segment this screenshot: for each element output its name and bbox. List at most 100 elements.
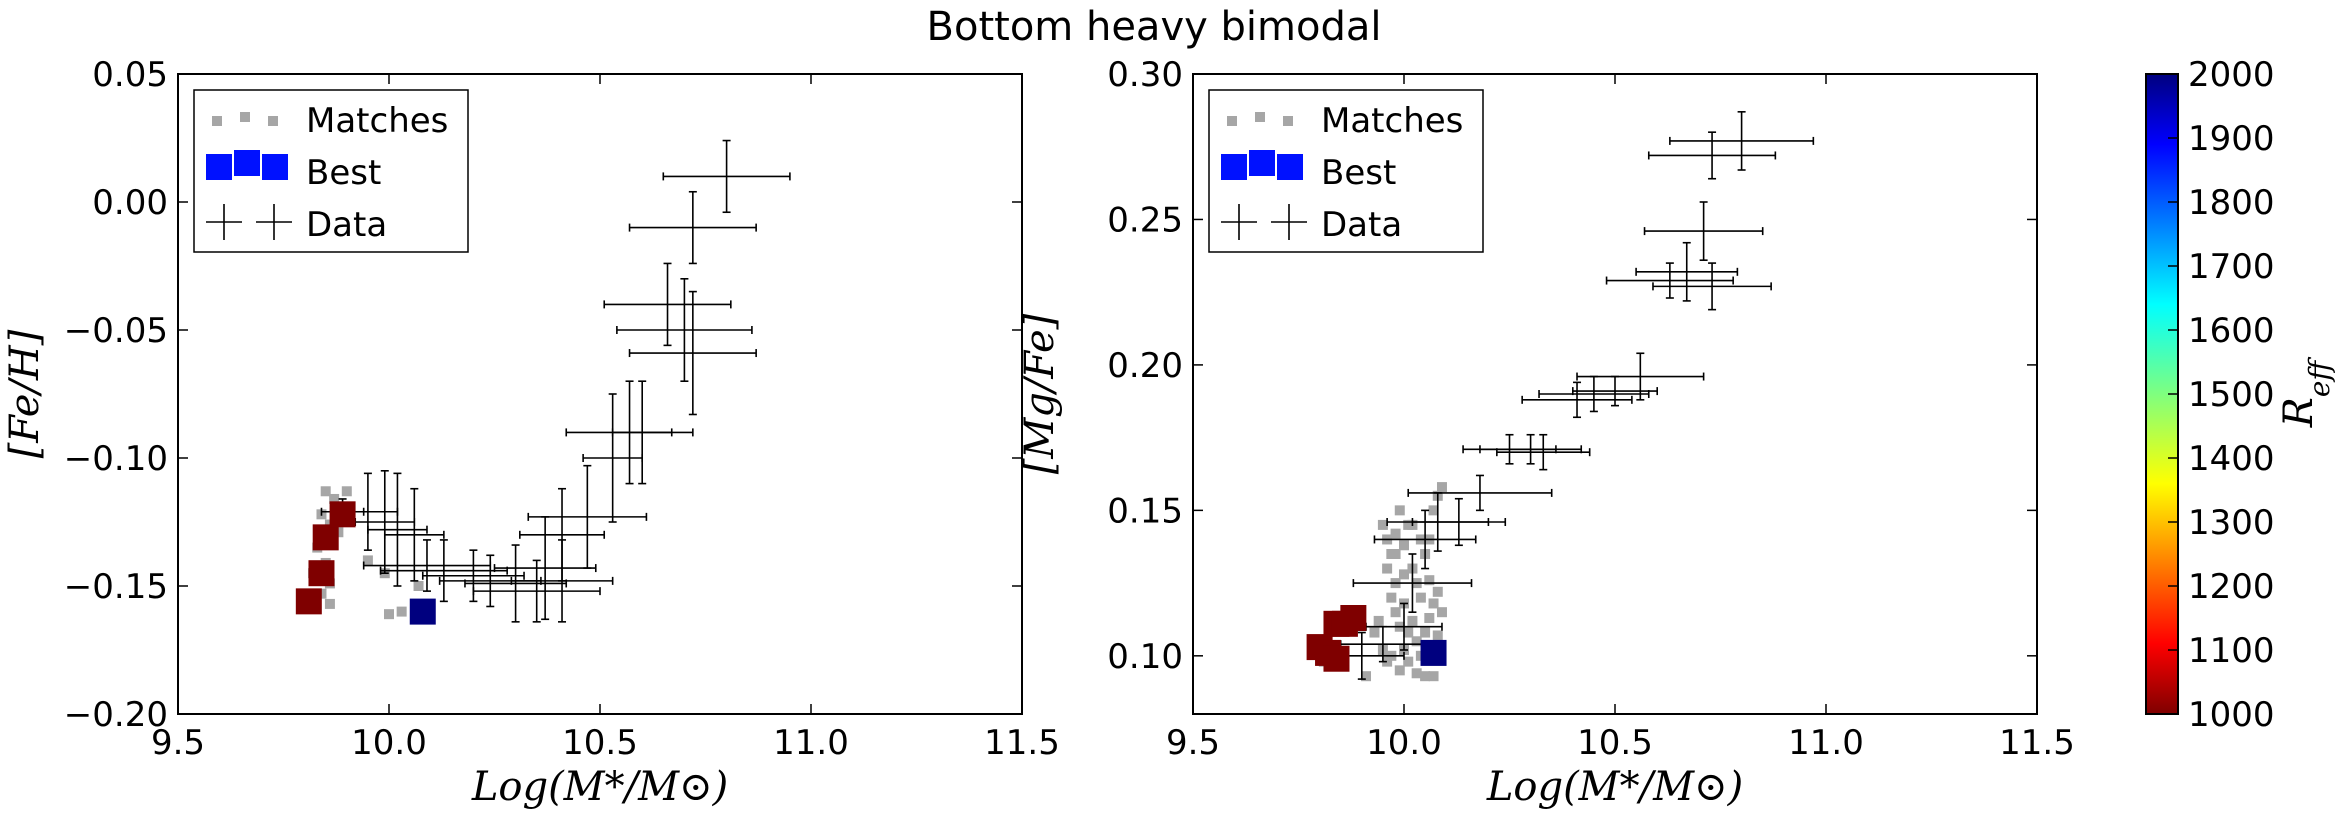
best-point [1323, 645, 1350, 672]
legend-label: Data [306, 205, 387, 245]
match-point [1432, 630, 1443, 641]
y-tick-label: 0.20 [1107, 346, 1183, 386]
right-panel-mg-fe: 9.5 10.0 10.5 11.0 11.5 0.10 0.15 0.20 0.25 0.30 L… [1017, 55, 2075, 810]
data-errorbar [1407, 474, 1553, 512]
match-point [1411, 636, 1422, 647]
match-point [1428, 505, 1439, 516]
colorbar-tick-label: 1800 [2188, 183, 2275, 223]
y-tick-label: 0.30 [1107, 55, 1183, 95]
match-point [1403, 656, 1414, 667]
data-errorbar [1538, 375, 1650, 413]
data-errorbar [1635, 241, 1739, 302]
legend: Matches Best Data [193, 89, 469, 253]
match-point [1424, 613, 1435, 623]
legend-best-swatch [206, 154, 232, 180]
data-errorbar [611, 380, 673, 485]
match-point [320, 486, 331, 497]
colorbar-tick-label: 1000 [2188, 695, 2275, 735]
match-point [1382, 563, 1393, 574]
legend-best-swatch [1249, 150, 1275, 176]
legend-best-swatch [234, 150, 260, 176]
best-point [1340, 605, 1367, 631]
y-tick-label: 0.00 [92, 183, 168, 223]
data-errorbar [519, 487, 606, 582]
legend-matches-swatch [1255, 112, 1265, 122]
colorbar-tick-label: 1600 [2188, 311, 2275, 351]
data-errorbar [662, 139, 791, 214]
colorbar-tick-label: 1100 [2188, 631, 2275, 671]
data-errorbar [1605, 262, 1734, 299]
match-point [1394, 665, 1405, 676]
y-tick-label: −0.10 [64, 439, 168, 479]
data-errorbar [1479, 433, 1583, 465]
colorbar-tick-label: 2000 [2188, 55, 2275, 95]
x-tick-label: 9.5 [1166, 723, 1220, 763]
match-point [1386, 592, 1397, 603]
y-axis-label: [Mg/Fe] [1017, 313, 1063, 474]
legend-matches-swatch [1283, 116, 1293, 126]
match-point [1407, 615, 1418, 626]
colorbar-label-subscript: eff [2303, 357, 2336, 398]
match-point [413, 581, 424, 591]
match-point [1428, 598, 1439, 609]
y-tick-label: −0.20 [64, 695, 168, 735]
data-errorbar [1652, 262, 1772, 311]
colorbar-tick-label: 1500 [2188, 375, 2275, 415]
data-errorbar [628, 190, 757, 265]
data-errorbar [379, 539, 508, 603]
legend-matches-swatch [240, 112, 250, 122]
legend-matches-swatch [268, 116, 278, 126]
x-tick-label: 9.5 [151, 723, 205, 763]
colorbar-tick-label: 1700 [2188, 247, 2275, 287]
x-tick-label: 11.5 [984, 723, 1060, 763]
match-point [1420, 671, 1431, 682]
figure-title: Bottom heavy bimodal [927, 4, 1382, 50]
colorbar-reff: 1000 1100 1200 1300 1400 1500 1600 1700 1800 1900… [2145, 55, 2336, 735]
match-point [1390, 607, 1401, 618]
x-tick-label: 11.0 [773, 723, 849, 763]
x-axis-label: Log(M*/M⊙) [1486, 764, 1743, 810]
data-errorbar [464, 544, 568, 623]
match-point [1436, 607, 1447, 618]
match-point [1403, 627, 1414, 638]
legend-label: Data [1321, 205, 1402, 245]
y-tick-label: 0.05 [92, 55, 168, 95]
data-errorbar [493, 516, 597, 621]
match-point [384, 609, 394, 620]
y-tick-label: 0.15 [1107, 491, 1183, 531]
match-point [341, 486, 352, 497]
match-point [1411, 668, 1422, 679]
colorbar-ticks: 1000 1100 1200 1300 1400 1500 1600 1700 1800 1900… [2168, 55, 2275, 735]
match-point [1399, 569, 1409, 580]
match-point [362, 555, 373, 566]
legend-label: Matches [1321, 101, 1463, 141]
data-errorbar [628, 290, 757, 416]
data-errorbar [1521, 381, 1633, 419]
data-errorbar [1496, 433, 1591, 471]
legend-best-swatch [1221, 154, 1247, 180]
data-errorbar [1572, 375, 1658, 407]
match-point [1361, 671, 1372, 682]
match-point [1394, 505, 1405, 516]
y-tick-label: −0.15 [64, 567, 168, 607]
data-errorbar [1373, 509, 1477, 570]
colorbar-tick-label: 1300 [2188, 503, 2275, 543]
data-errorbar [1643, 201, 1764, 261]
data-errorbar [472, 559, 601, 623]
match-point [1428, 671, 1439, 682]
x-tick-label: 10.5 [1577, 723, 1653, 763]
legend-label: Matches [306, 101, 448, 141]
y-tick-label: −0.05 [64, 311, 168, 351]
colorbar-label: Reff [2276, 357, 2336, 429]
data-errorbar [1411, 497, 1507, 547]
x-tick-label: 11.0 [1788, 723, 1864, 763]
data-errorbar [1669, 111, 1815, 171]
data-errorbar [616, 277, 753, 383]
best-point [409, 598, 436, 625]
data-errorbar [1576, 352, 1705, 401]
y-tick-label: 0.25 [1107, 200, 1183, 240]
x-tick-label: 10.0 [351, 723, 427, 763]
match-point [1377, 519, 1388, 530]
colorbar-tick-label: 1900 [2188, 119, 2275, 159]
